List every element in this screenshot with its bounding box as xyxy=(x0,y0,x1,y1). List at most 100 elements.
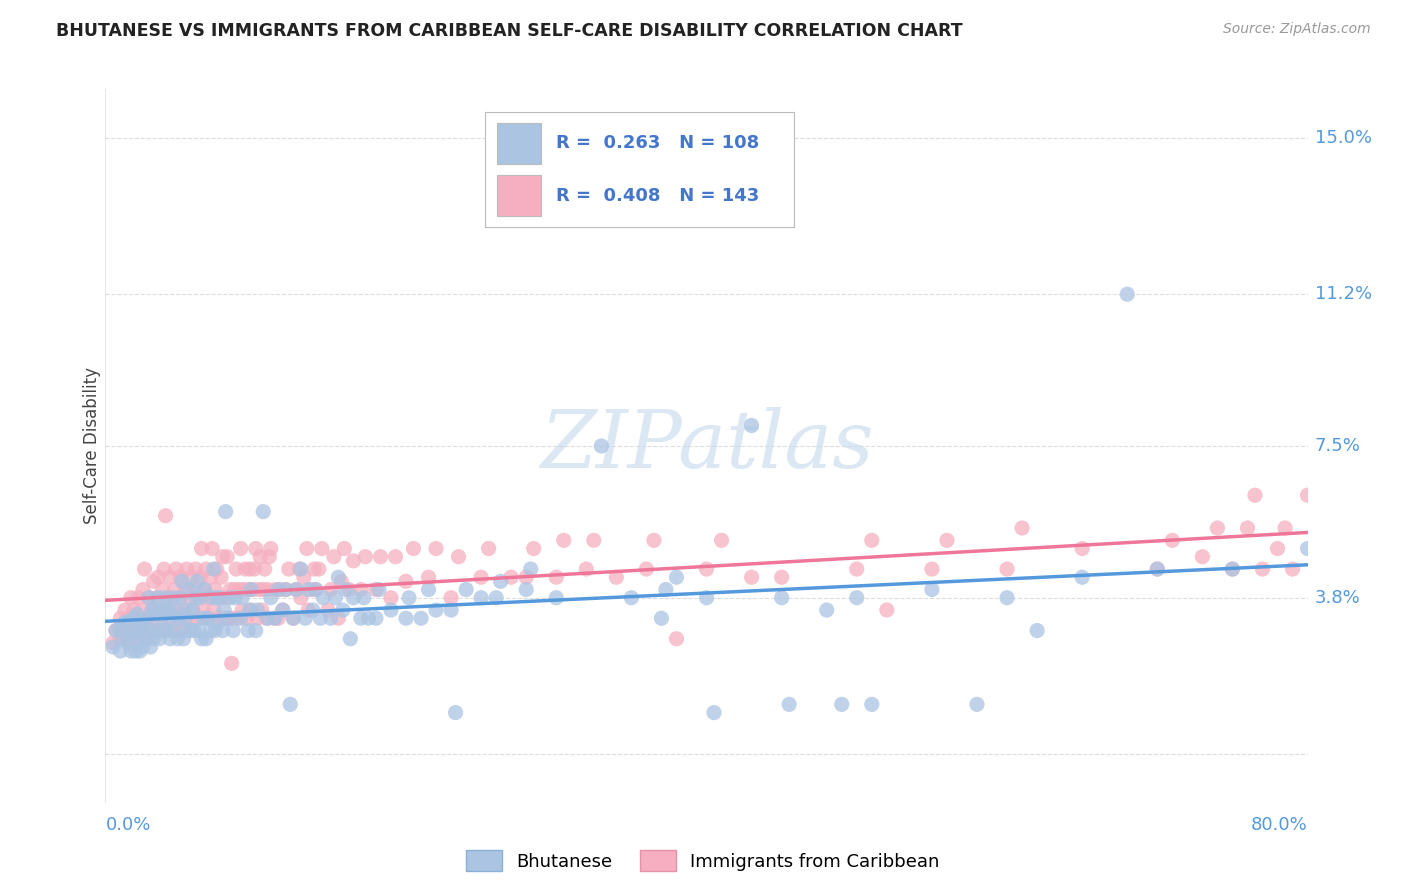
Point xyxy=(246,603,269,617)
Point xyxy=(337,582,360,597)
Point xyxy=(440,603,463,617)
Point xyxy=(110,624,132,638)
Point xyxy=(350,611,373,625)
Point xyxy=(157,591,180,605)
Point xyxy=(163,582,186,597)
Point xyxy=(124,644,146,658)
Bar xyxy=(498,175,541,216)
Point xyxy=(233,562,256,576)
Point xyxy=(402,541,425,556)
Point xyxy=(110,632,132,646)
Point xyxy=(173,603,195,617)
Point xyxy=(332,603,354,617)
Point xyxy=(294,611,316,625)
Point xyxy=(212,611,235,625)
Point xyxy=(269,582,291,597)
Text: R =  0.263   N = 108: R = 0.263 N = 108 xyxy=(557,135,759,153)
Text: BHUTANESE VS IMMIGRANTS FROM CARIBBEAN SELF-CARE DISABILITY CORRELATION CHART: BHUTANESE VS IMMIGRANTS FROM CARIBBEAN S… xyxy=(56,22,963,40)
Point xyxy=(135,632,157,646)
Point xyxy=(283,611,305,625)
Point xyxy=(299,582,322,597)
Point xyxy=(250,603,273,617)
Point xyxy=(219,582,242,597)
Point xyxy=(211,624,233,638)
Point xyxy=(1222,562,1244,576)
Point xyxy=(186,574,208,589)
Point xyxy=(136,611,159,625)
Point xyxy=(620,591,643,605)
Point xyxy=(370,549,392,564)
Text: 7.5%: 7.5% xyxy=(1315,437,1361,455)
Point xyxy=(515,582,537,597)
Point xyxy=(187,624,209,638)
Point xyxy=(121,627,143,641)
Point xyxy=(181,603,204,617)
Point xyxy=(643,533,665,548)
Point xyxy=(201,591,224,605)
Point xyxy=(703,706,725,720)
Point xyxy=(169,570,191,584)
Point xyxy=(224,591,246,605)
Point xyxy=(1071,570,1094,584)
Point xyxy=(418,582,440,597)
Point xyxy=(188,591,211,605)
Point xyxy=(205,591,228,605)
Point xyxy=(1026,624,1049,638)
Point xyxy=(166,632,188,646)
Point xyxy=(319,582,342,597)
Point xyxy=(277,562,299,576)
Point xyxy=(489,574,512,589)
Point xyxy=(112,624,135,638)
Point xyxy=(138,591,160,605)
Text: Source: ZipAtlas.com: Source: ZipAtlas.com xyxy=(1223,22,1371,37)
Point xyxy=(129,644,152,658)
Point xyxy=(217,549,239,564)
Point xyxy=(138,591,160,605)
Point xyxy=(665,632,688,646)
Point xyxy=(229,611,252,625)
Point xyxy=(145,591,167,605)
Legend: Bhutanese, Immigrants from Caribbean: Bhutanese, Immigrants from Caribbean xyxy=(458,843,948,879)
Point xyxy=(238,624,260,638)
Point xyxy=(1274,521,1296,535)
Point xyxy=(470,591,492,605)
Point xyxy=(214,505,236,519)
Point xyxy=(354,549,377,564)
Point xyxy=(214,591,236,605)
Point xyxy=(267,611,290,625)
Point xyxy=(190,541,212,556)
Point xyxy=(239,603,262,617)
Point xyxy=(252,582,274,597)
Point xyxy=(290,562,312,576)
Point xyxy=(139,640,162,654)
Point xyxy=(447,549,470,564)
Point xyxy=(741,418,763,433)
Point xyxy=(263,611,285,625)
Point xyxy=(221,657,243,671)
Point xyxy=(117,636,139,650)
Point xyxy=(169,591,191,605)
Point xyxy=(183,624,205,638)
Point xyxy=(235,611,257,625)
Point xyxy=(936,533,959,548)
Point xyxy=(104,624,127,638)
Point xyxy=(425,603,447,617)
Point xyxy=(288,562,311,576)
Point xyxy=(136,611,159,625)
Point xyxy=(139,624,162,638)
Point xyxy=(1296,488,1319,502)
Point xyxy=(304,562,326,576)
Point xyxy=(101,636,124,650)
Point xyxy=(1161,533,1184,548)
Point xyxy=(146,591,169,605)
Point xyxy=(180,570,202,584)
Point xyxy=(1071,541,1094,556)
Point xyxy=(264,611,287,625)
Point xyxy=(197,611,219,625)
Point xyxy=(966,698,988,712)
Point xyxy=(247,582,270,597)
Point xyxy=(650,611,672,625)
Point xyxy=(831,698,853,712)
Point xyxy=(172,624,194,638)
Point xyxy=(1146,562,1168,576)
